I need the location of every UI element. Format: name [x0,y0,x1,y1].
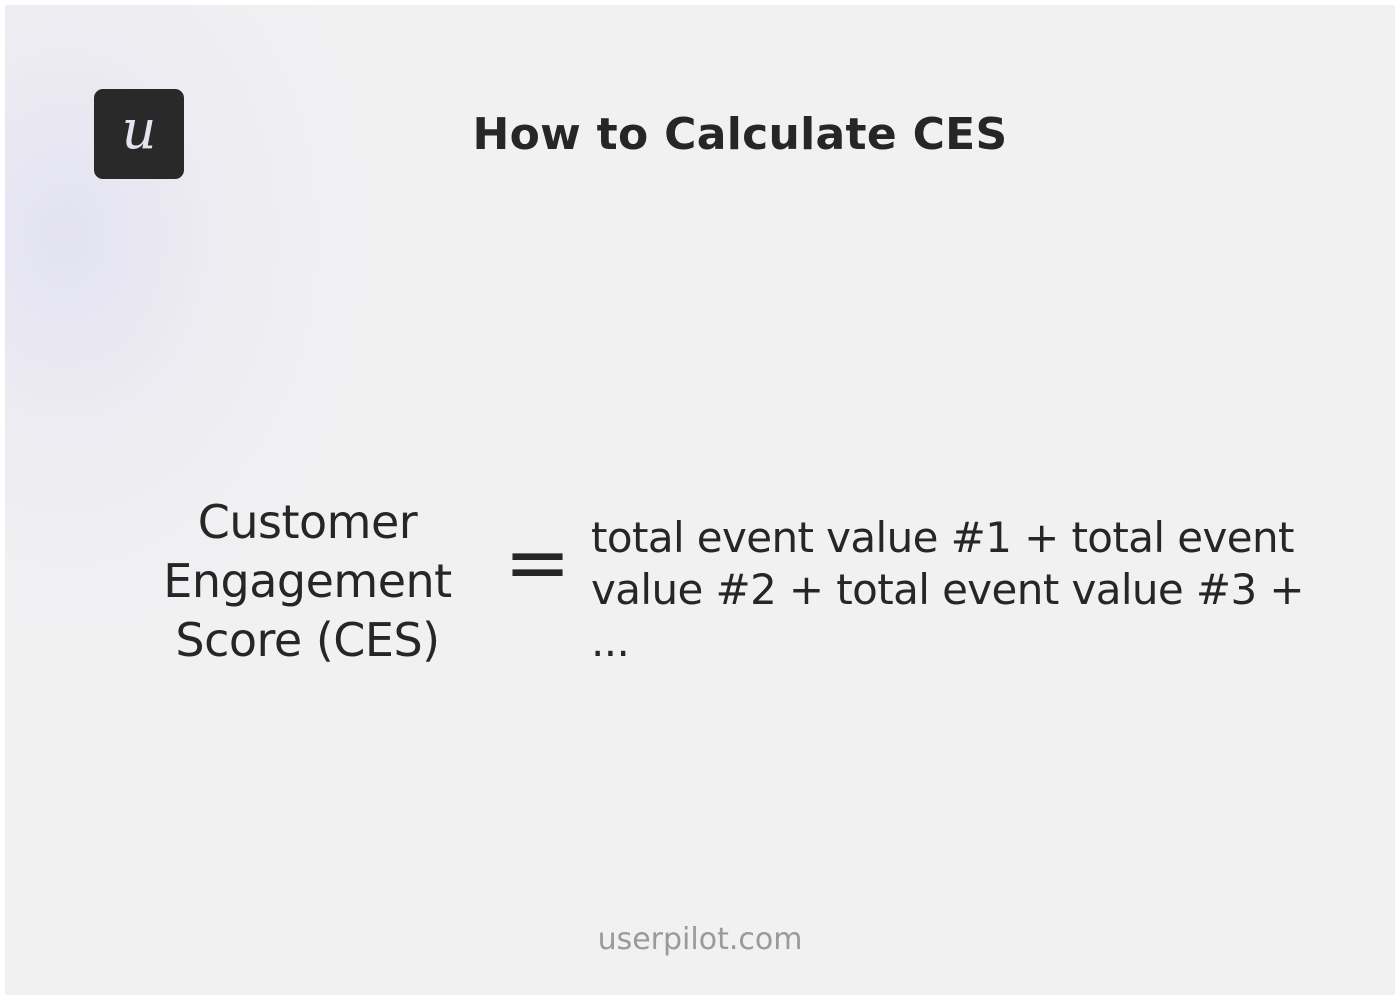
formula-rhs: total event value #1 + total event value… [591,513,1305,666]
logo-letter: u [121,98,157,161]
userpilot-logo: u [94,89,184,179]
page-title: How to Calculate CES [472,109,1008,160]
formula-lhs: Customer Engagement Score (CES) [163,495,452,667]
infographic-card: u How to Calculate CES Customer Engageme… [5,5,1395,995]
equals-sign: = [504,516,572,609]
footer-website: userpilot.com [597,922,803,957]
